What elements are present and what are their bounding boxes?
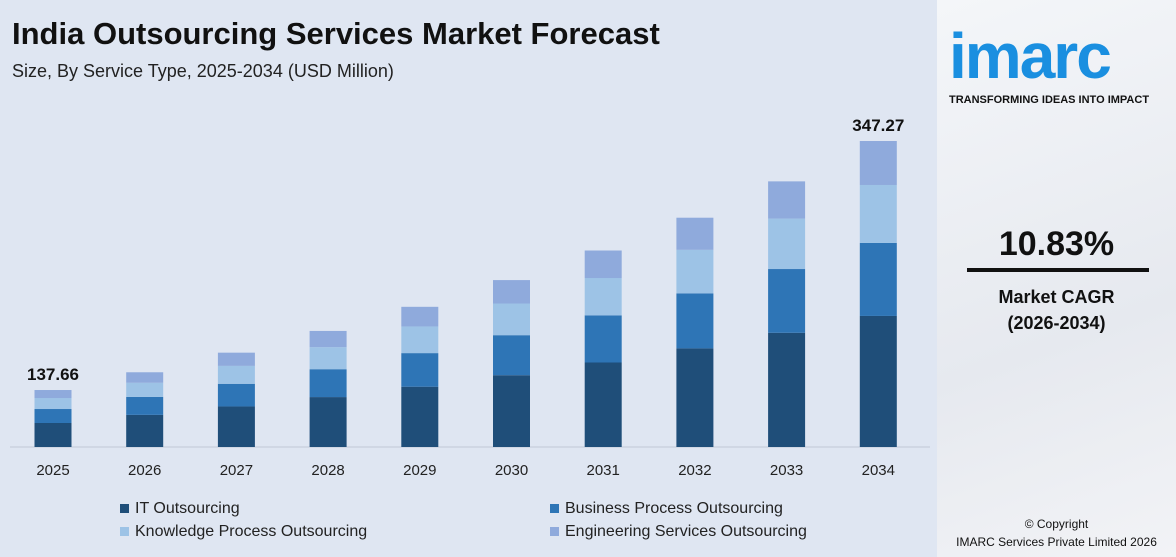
- tagline: TRANSFORMING IDEAS INTO IMPACT: [949, 94, 1150, 106]
- bar-segment: [401, 326, 439, 354]
- x-tick-label: 2034: [862, 462, 895, 479]
- legend-swatch: [120, 527, 129, 536]
- bar-segment: [217, 383, 255, 407]
- bar-segment: [217, 365, 255, 384]
- x-tick-label: 2030: [495, 462, 528, 479]
- legend-swatch: [550, 504, 559, 513]
- chart-subtitle: Size, By Service Type, 2025-2034 (USD Mi…: [12, 61, 394, 81]
- legend-label: Engineering Services Outsourcing: [565, 523, 807, 540]
- bar-segment: [126, 396, 164, 415]
- chart-title: India Outsourcing Services Market Foreca…: [12, 16, 660, 51]
- bar-segment: [493, 335, 530, 376]
- bar-segment: [309, 369, 347, 398]
- x-tick-label: 2025: [36, 462, 69, 479]
- bar-segment: [768, 181, 806, 219]
- legend-item-eso: Engineering Services Outsourcing: [550, 522, 807, 541]
- bar-segment: [584, 315, 622, 363]
- bar-segment: [584, 250, 622, 279]
- bar-segment: [126, 414, 164, 447]
- x-tick-label: 2029: [403, 462, 436, 479]
- bar-segment: [34, 409, 72, 424]
- legend-label: Business Process Outsourcing: [565, 500, 783, 517]
- bar-segment: [309, 330, 347, 348]
- bar-segment: [768, 332, 806, 447]
- bar-segment: [859, 315, 897, 447]
- imarc-logo: imarc: [949, 20, 1112, 92]
- x-tick-label: 2027: [220, 462, 253, 479]
- legend-label: Knowledge Process Outsourcing: [135, 523, 368, 540]
- company-name: IMARC Services Private Limited 2026: [956, 535, 1157, 549]
- bar-chart: 2025 137.66 2026 2027 2028 2029 2030 2031 2032 20…: [10, 116, 930, 479]
- legend-label: IT Outsourcing: [135, 500, 240, 517]
- legend-item-kpo: Knowledge Process Outsourcing: [120, 522, 367, 541]
- bar-segment: [493, 375, 530, 447]
- bar-segment: [217, 352, 255, 366]
- legend-item-it: IT Outsourcing: [120, 499, 240, 518]
- bar-segment: [309, 347, 347, 370]
- bar-segment: [34, 398, 72, 410]
- cagr-label: Market CAGR (2026-2034): [937, 284, 1176, 336]
- bar-segment: [676, 293, 714, 349]
- bar-segment: [493, 280, 530, 304]
- bar-segment: [217, 406, 255, 447]
- divider: [967, 268, 1149, 272]
- data-label: 137.66: [27, 365, 79, 384]
- bar-segment: [401, 306, 439, 327]
- bar-segment: [126, 372, 164, 383]
- bar-segment: [126, 382, 164, 397]
- bar-segment: [859, 242, 897, 316]
- x-tick-label: 2031: [587, 462, 620, 479]
- bar-segment: [493, 303, 530, 336]
- bar-segment: [584, 362, 622, 447]
- cagr-period: (2026-2034): [1007, 313, 1106, 333]
- legend-item-bpo: Business Process Outsourcing: [550, 499, 783, 518]
- cagr-title: Market CAGR: [998, 287, 1115, 307]
- bar-segment: [676, 348, 714, 447]
- bar-segment: [309, 397, 347, 447]
- bar-segment: [34, 390, 72, 399]
- bar-segment: [859, 141, 897, 185]
- bar-segment: [859, 184, 897, 243]
- bar-segment: [584, 278, 622, 316]
- cagr-value: 10.83%: [998, 225, 1115, 263]
- bar-segment: [768, 218, 806, 270]
- bar-segment: [401, 353, 439, 387]
- side-panel: imarc TRANSFORMING IDEAS INTO IMPACT 10.…: [937, 0, 1176, 557]
- copyright: © Copyright IMARC Services Private Limite…: [937, 515, 1176, 551]
- bar-segment: [401, 386, 439, 447]
- legend-swatch: [550, 527, 559, 536]
- x-tick-label: 2028: [311, 462, 344, 479]
- copyright-label: © Copyright: [1024, 517, 1089, 531]
- bar-segment: [676, 217, 714, 250]
- data-label: 347.27: [852, 116, 904, 135]
- bar-segment: [768, 269, 806, 333]
- legend-swatch: [120, 504, 129, 513]
- bar-segment: [676, 249, 714, 294]
- bar-segment: [34, 423, 72, 447]
- x-tick-label: 2026: [128, 462, 161, 479]
- x-tick-label: 2033: [770, 462, 803, 479]
- x-tick-label: 2032: [678, 462, 711, 479]
